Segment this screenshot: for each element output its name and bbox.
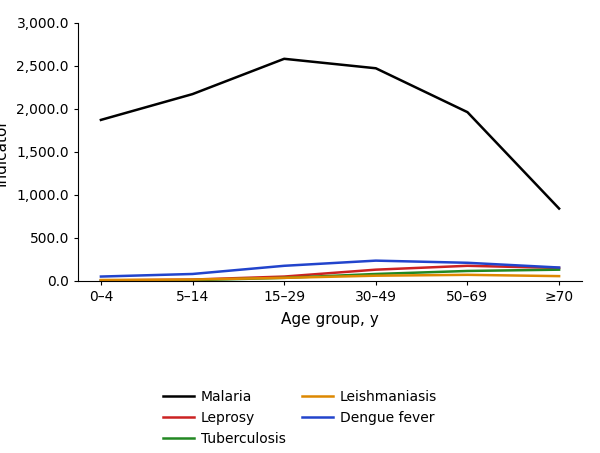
Y-axis label: Indicator: Indicator [0,118,8,186]
Legend: Malaria, Leprosy, Tuberculosis, Leishmaniasis, Dengue fever: Malaria, Leprosy, Tuberculosis, Leishman… [163,390,437,446]
X-axis label: Age group, y: Age group, y [281,312,379,327]
